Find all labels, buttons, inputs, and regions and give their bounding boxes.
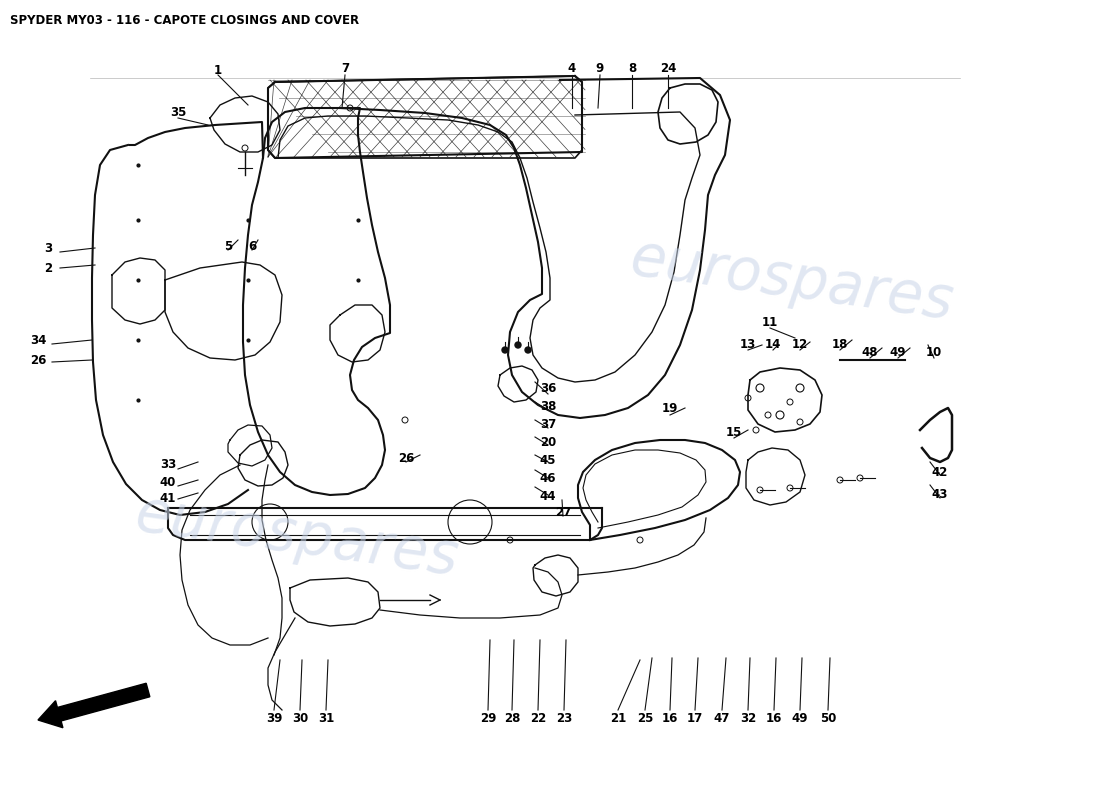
Text: 13: 13 [740, 338, 756, 350]
Text: 45: 45 [540, 454, 557, 466]
Text: 30: 30 [292, 711, 308, 725]
Text: 12: 12 [792, 338, 808, 350]
Text: 25: 25 [637, 711, 653, 725]
Text: 5: 5 [224, 239, 232, 253]
Text: 16: 16 [766, 711, 782, 725]
Text: 48: 48 [861, 346, 878, 358]
Text: 47: 47 [714, 711, 730, 725]
Text: 26: 26 [30, 354, 46, 366]
Text: 4: 4 [568, 62, 576, 74]
FancyArrow shape [39, 683, 150, 728]
Text: 42: 42 [932, 466, 948, 478]
Text: 8: 8 [628, 62, 636, 74]
Text: 37: 37 [540, 418, 557, 431]
Text: 41: 41 [160, 493, 176, 506]
Text: 50: 50 [820, 711, 836, 725]
Text: 49: 49 [792, 711, 808, 725]
Text: SPYDER MY03 - 116 - CAPOTE CLOSINGS AND COVER: SPYDER MY03 - 116 - CAPOTE CLOSINGS AND … [10, 14, 359, 27]
Circle shape [515, 342, 521, 348]
Text: 32: 32 [740, 711, 756, 725]
Text: eurospares: eurospares [627, 229, 957, 331]
Text: 23: 23 [556, 711, 572, 725]
Text: 43: 43 [932, 489, 948, 502]
Text: 49: 49 [890, 346, 906, 358]
Text: 31: 31 [318, 711, 334, 725]
Text: 39: 39 [266, 711, 283, 725]
Text: 9: 9 [596, 62, 604, 74]
Text: 34: 34 [30, 334, 46, 346]
Text: 46: 46 [540, 471, 557, 485]
Text: 2: 2 [44, 262, 52, 274]
Text: 3: 3 [44, 242, 52, 254]
Text: 27: 27 [554, 506, 571, 518]
Text: 1: 1 [213, 63, 222, 77]
Text: 26: 26 [398, 451, 415, 465]
Text: 21: 21 [609, 711, 626, 725]
Text: 14: 14 [764, 338, 781, 350]
Text: 35: 35 [169, 106, 186, 118]
Text: 44: 44 [540, 490, 557, 502]
Text: 33: 33 [160, 458, 176, 471]
Circle shape [525, 347, 531, 353]
Text: 38: 38 [540, 401, 557, 414]
Text: 20: 20 [540, 437, 557, 450]
Text: 36: 36 [540, 382, 557, 394]
Text: 24: 24 [660, 62, 676, 74]
Text: 19: 19 [662, 402, 679, 414]
Text: 28: 28 [504, 711, 520, 725]
Text: 16: 16 [662, 711, 679, 725]
Text: 6: 6 [248, 239, 256, 253]
Text: eurospares: eurospares [132, 485, 462, 587]
Circle shape [502, 347, 508, 353]
Text: 10: 10 [926, 346, 942, 358]
Text: 17: 17 [686, 711, 703, 725]
Text: 11: 11 [762, 315, 778, 329]
Text: 40: 40 [160, 475, 176, 489]
Text: 29: 29 [480, 711, 496, 725]
Text: 7: 7 [341, 62, 349, 74]
Text: 22: 22 [530, 711, 546, 725]
Text: 18: 18 [832, 338, 848, 350]
Text: 15: 15 [726, 426, 742, 438]
